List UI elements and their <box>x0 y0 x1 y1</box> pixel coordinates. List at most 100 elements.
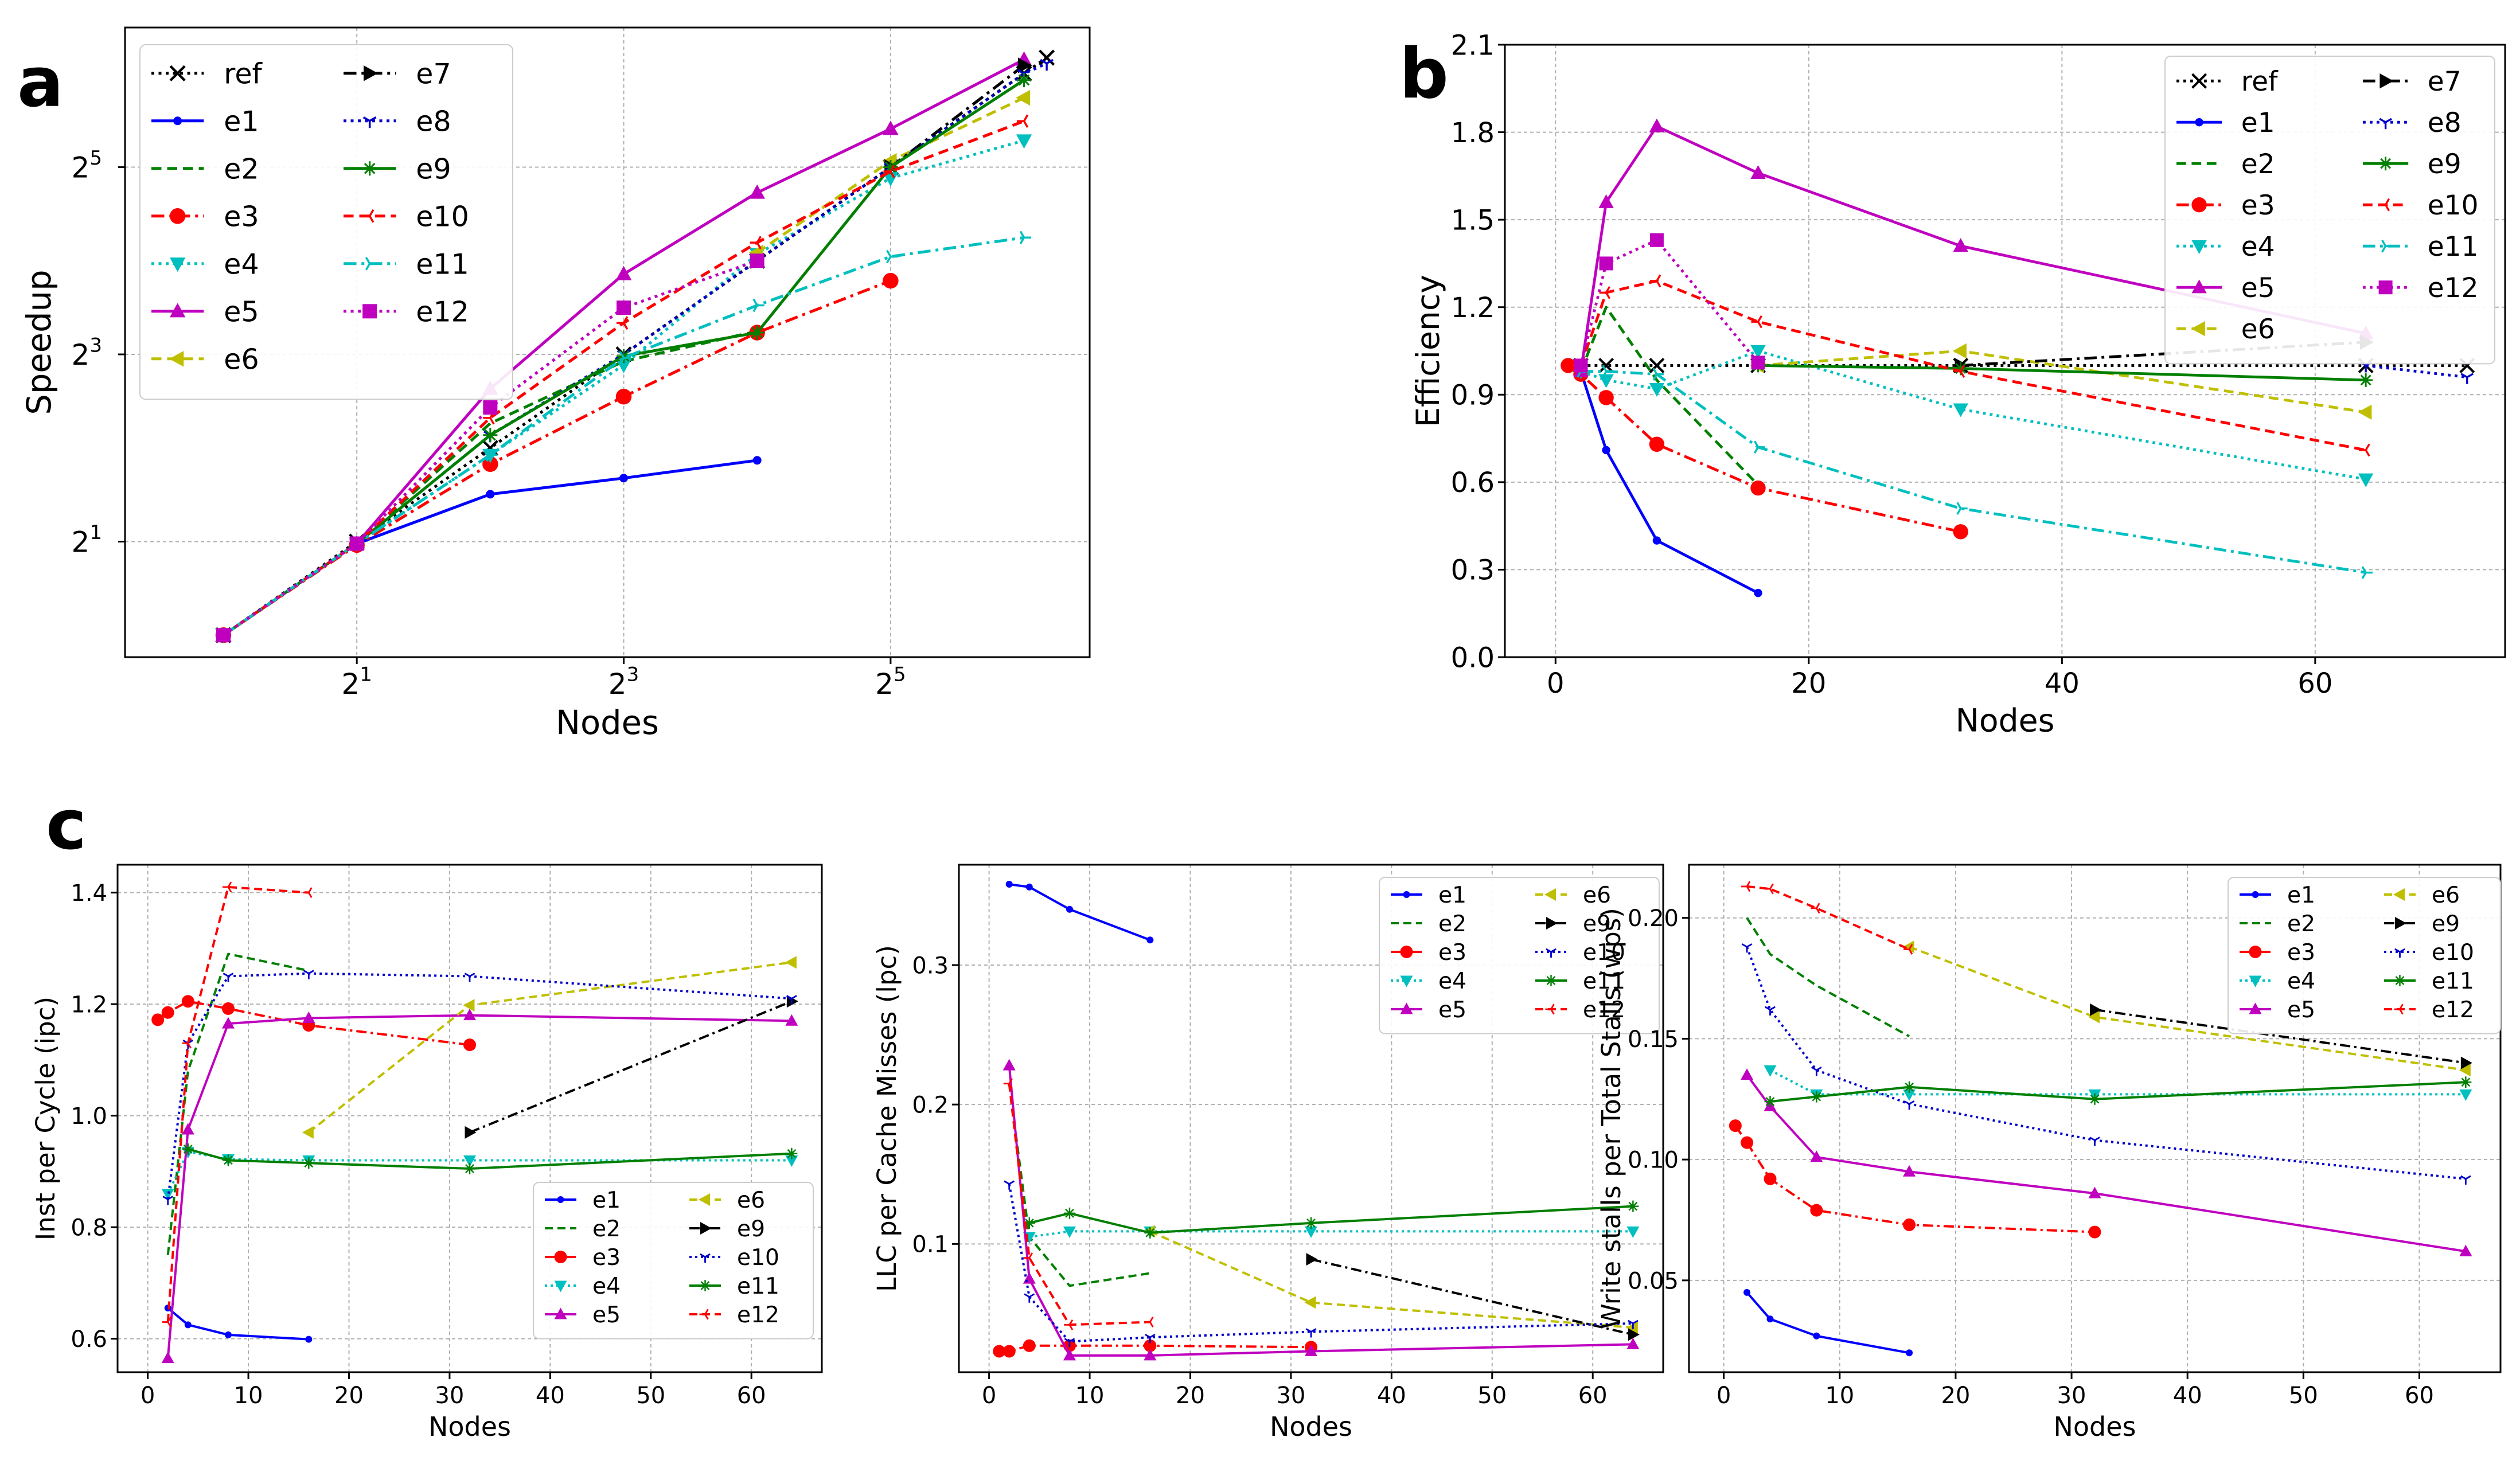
series-line-e9 <box>469 1000 793 1134</box>
data-point-e10 <box>1811 1066 1822 1076</box>
legend-marker-e3 <box>2249 946 2262 958</box>
data-point-e3 <box>1023 1339 1036 1352</box>
data-point-e11 <box>1305 1217 1317 1229</box>
x-tick-label: 60 <box>2297 667 2332 700</box>
series-e3 <box>1729 1119 2101 1239</box>
series-e5 <box>1573 118 2374 377</box>
series-line-e2 <box>166 952 309 1255</box>
data-point-e1 <box>1754 588 1762 598</box>
legend-marker-e5 <box>169 303 186 318</box>
legend-marker-e12 <box>699 1309 709 1320</box>
legend-marker-e3 <box>169 208 186 224</box>
data-point-e11 <box>1903 1081 1916 1093</box>
data-point-e5 <box>1144 1349 1157 1361</box>
x-tick-label: 20 <box>1791 667 1826 700</box>
legend-label-e1: e1 <box>224 105 259 138</box>
y-tick-label: 1.5 <box>1451 204 1495 236</box>
series-e6 <box>302 956 797 1139</box>
legend-marker-e7 <box>2379 73 2394 89</box>
legend-marker-e5 <box>2249 1002 2262 1014</box>
series-e11 <box>1577 365 2373 579</box>
data-point-e5 <box>221 1017 235 1029</box>
data-point-e9 <box>483 428 498 443</box>
data-point-e5 <box>1750 165 1766 179</box>
axes-frame-a <box>124 26 1091 658</box>
data-point-e10 <box>1144 1334 1156 1344</box>
legend-label-e9: e9 <box>2428 149 2462 180</box>
series-e5 <box>1002 1059 1640 1361</box>
y-tick-label: 0.3 <box>912 952 949 979</box>
x-tick-label: 0 <box>1547 667 1565 700</box>
series-line-e12 <box>166 885 309 1322</box>
data-point-e3 <box>1810 1204 1823 1217</box>
data-point-e12 <box>222 881 232 893</box>
data-point-e10 <box>786 995 797 1005</box>
legend-label-e11: e11 <box>416 248 469 280</box>
series-line-e8 <box>2365 364 2468 379</box>
data-point-e11 <box>2089 1093 2101 1105</box>
legend-label-e12: e12 <box>737 1302 779 1328</box>
legend-label-e4: e4 <box>224 248 259 280</box>
data-point-e5 <box>1626 1337 1640 1349</box>
data-point-e9 <box>1628 1328 1640 1341</box>
axes-frame-b <box>1504 44 2506 658</box>
legend-label-e8: e8 <box>416 105 451 138</box>
data-point-e12 <box>349 536 364 551</box>
y-tick-label: 0.6 <box>71 1326 107 1353</box>
data-point-e3 <box>1953 524 1968 540</box>
series-e2 <box>1746 917 1910 1037</box>
data-point-e12 <box>1751 356 1765 370</box>
legend-marker-e1 <box>173 116 182 126</box>
series-line-e10 <box>1579 279 2366 452</box>
data-point-e12 <box>1811 903 1820 914</box>
y-tick-label: 0.3 <box>1451 554 1495 587</box>
legend-marker-e11 <box>365 257 377 271</box>
data-point-e3 <box>1764 1172 1777 1185</box>
legend-c2: e1 e2 e3 e4 e5 e6 e9 e10 e11 e12 <box>1379 877 1660 1034</box>
data-point-e5 <box>1903 1165 1916 1177</box>
legend-label-e3: e3 <box>592 1245 621 1271</box>
data-point-e1 <box>1025 883 1033 891</box>
series-e1 <box>1743 1288 1913 1357</box>
series-line-e1 <box>1579 370 1759 595</box>
data-point-e11 <box>1602 365 1613 378</box>
series-line-e12 <box>1579 239 1760 366</box>
axes-frame-c3 <box>1688 864 2502 1373</box>
y-axis-label: Speedup <box>20 270 58 415</box>
data-point-e1 <box>305 1335 313 1343</box>
series-line-e9 <box>1310 1258 1633 1336</box>
series-line-e1 <box>1746 1291 1910 1354</box>
y-axis-label: LLC per Cache Misses (lpc) <box>872 945 902 1292</box>
data-point-e3 <box>1144 1339 1157 1352</box>
chart-panel-c3: 0 10 20 30 40 50 60 0.05 0.10 0.15 0.20 Nodes Write … <box>1596 864 2502 1442</box>
data-point-e10 <box>303 970 314 979</box>
data-point-e11 <box>1144 1227 1156 1239</box>
data-point-e12 <box>182 1037 192 1049</box>
data-point-ref <box>1598 357 1614 373</box>
series-e12 <box>1574 233 1765 373</box>
data-point-e3 <box>463 1038 476 1052</box>
legend-marker-e1 <box>1403 891 1410 898</box>
axes-frame-c1 <box>116 864 823 1373</box>
y-tick-label: 1.8 <box>1451 117 1495 149</box>
legend-a: ref e1 e2 e3 e4 e5 e6 e7 e8 e9 e10 e11 e12 <box>139 44 513 400</box>
data-point-e3 <box>615 388 632 405</box>
data-point-e1 <box>1766 1315 1774 1323</box>
data-point-e4 <box>883 172 899 187</box>
legend-marker-e4 <box>2249 975 2262 987</box>
data-point-e4 <box>1953 403 1968 417</box>
series-line-e10 <box>166 972 792 1200</box>
series-line-e6 <box>1149 1230 1633 1329</box>
data-point-ref <box>1039 49 1055 66</box>
data-point-e7 <box>1017 57 1032 73</box>
legend-marker-e8 <box>2379 118 2392 130</box>
x-tick-label: 60 <box>737 1383 766 1409</box>
data-point-e5 <box>883 120 899 135</box>
data-point-e4 <box>1750 345 1766 359</box>
x-tick-label: 20 <box>1941 1383 1970 1409</box>
x-tick-label: 40 <box>2045 667 2080 700</box>
series-e11 <box>1023 1200 1639 1239</box>
legend-label-e7: e7 <box>2428 66 2462 97</box>
y-tick-label: 0.10 <box>1628 1147 1679 1174</box>
data-point-e6 <box>2459 1064 2471 1077</box>
